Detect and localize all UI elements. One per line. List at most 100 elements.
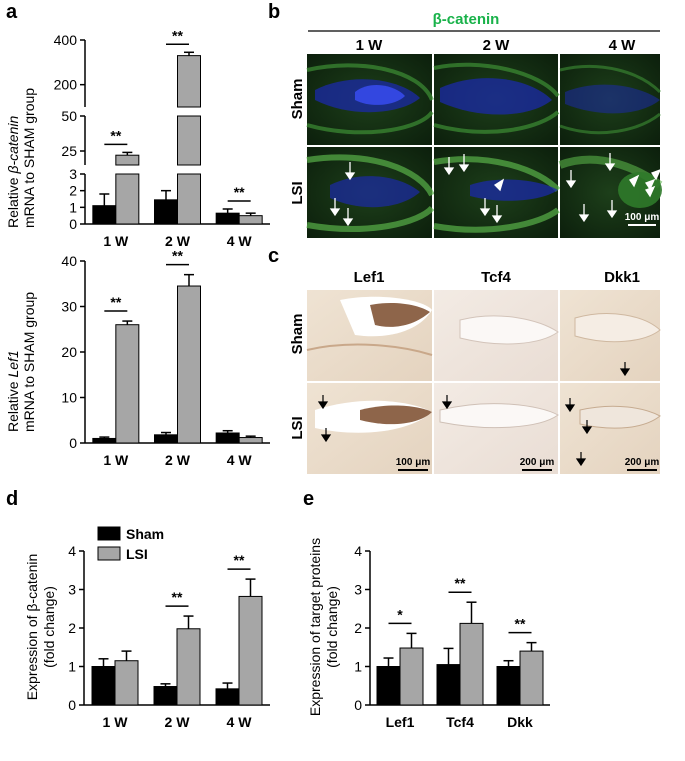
bar (238, 215, 263, 225)
chart-e: 4 3 2 1 0 Lef1 * Tcf4 ** Dkk ** (354, 543, 550, 730)
arrow-icon (604, 153, 616, 172)
y-tick-label: 2 (354, 620, 362, 636)
arrow-icon (458, 154, 470, 173)
y-tick-label: 40 (61, 253, 77, 269)
y-tick-label: 30 (61, 299, 77, 315)
panel-b-arrows (329, 153, 662, 227)
x-tick-label: 2 W (165, 714, 191, 730)
significance-label: * (397, 606, 403, 622)
arrow-icon (344, 162, 356, 181)
x-tick-label: Tcf4 (446, 714, 474, 730)
significance-label: ** (172, 589, 183, 605)
bar (154, 434, 178, 444)
x-tick-label: 2 W (165, 233, 191, 249)
d-ylabel-line1: Expression of β-catenin (24, 554, 40, 701)
d-ylabel-line2: (fold change) (41, 586, 57, 668)
y-tick-label: 10 (61, 390, 77, 406)
bar (177, 173, 201, 225)
y-tick-label: 0 (354, 697, 362, 713)
bar (115, 154, 140, 166)
y-tick-label: 400 (54, 32, 78, 48)
arrow-icon (575, 452, 587, 467)
y-tick-label: 3 (354, 582, 362, 598)
panel-c-row-lsi: LSI (289, 416, 306, 439)
bar (92, 437, 117, 444)
arrow-icon (491, 205, 503, 224)
arrow-icon (578, 204, 590, 223)
panel-letter-b: b (268, 1, 280, 23)
panel-b-row-sham: Sham (289, 79, 306, 120)
panel-b-micrographs: β-catenin 1 W 2 W 4 W Sham LSI (289, 11, 663, 238)
bar (92, 205, 117, 225)
significance-label: ** (515, 616, 526, 632)
y-tick-label: 20 (61, 344, 77, 360)
arrow-icon (443, 157, 455, 176)
panel-c-micrographs: Lef1 Tcf4 Dkk1 Sham LSI 100 μm (289, 269, 661, 474)
panel-letter-d: d (6, 488, 18, 510)
panel-b-scale-label: 100 μm (625, 212, 660, 223)
arrow-icon (342, 208, 354, 227)
y-tick-label: 3 (68, 582, 76, 598)
panel-c-scale-bar-3 (627, 469, 657, 471)
arrowhead-icon (651, 168, 662, 181)
panel-c-scale-bar-1 (398, 469, 428, 471)
bar (215, 212, 240, 225)
arrow-icon (565, 170, 577, 189)
significance-label: ** (172, 248, 183, 264)
x-tick-label: 4 W (227, 714, 253, 730)
if-tile-lsi-2w (433, 147, 561, 238)
panel-c-scale-label-1: 100 μm (396, 457, 431, 468)
ihc-tile-sham-lef1 (306, 290, 433, 381)
legend-swatch-lsi (97, 546, 121, 561)
e-ylabel-line1: Expression of target proteins (307, 538, 323, 716)
arrow-icon (329, 198, 341, 217)
significance-label: ** (110, 294, 121, 310)
y-tick-label: 0 (69, 216, 77, 232)
ihc-tile-lsi-dkk1: 200 μm (560, 383, 661, 474)
x-tick-label: 4 W (227, 452, 253, 468)
if-tile-sham-2w (433, 54, 560, 145)
a-bottom-ylabel-line2: mRNA to SHAM group (21, 292, 37, 432)
arrowhead-icon (645, 178, 656, 191)
bar (177, 115, 201, 166)
y-tick-label: 0 (69, 435, 77, 451)
panel-c-scale-bar-2 (522, 469, 552, 471)
panel-b-row-lsi: LSI (289, 181, 306, 204)
arrow-icon (479, 198, 491, 217)
y-tick-label: 4 (68, 543, 76, 559)
panel-b-title: β-catenin (433, 11, 500, 28)
arrow-icon (619, 362, 631, 377)
y-tick-label: 2 (69, 183, 77, 199)
arrowhead-icon (493, 178, 505, 192)
panel-c-scale-label-2: 200 μm (520, 457, 555, 468)
y-tick-label: 1 (68, 659, 76, 675)
if-tile-lsi-1w (306, 147, 435, 238)
bar (519, 650, 544, 706)
x-tick-label: Dkk (507, 714, 533, 730)
bar (177, 285, 201, 444)
y-tick-label: 1 (354, 659, 362, 675)
legend-label-lsi: LSI (126, 546, 148, 562)
e-ylabel-line2: (fold change) (324, 586, 340, 668)
significance-label: ** (234, 552, 245, 568)
a-top-ylabel-gene: β-catenin (5, 116, 21, 175)
bar (459, 622, 484, 706)
y-tick-label: 1 (69, 199, 77, 215)
panel-c-col-tcf4: Tcf4 (481, 269, 511, 286)
legend: Sham LSI (97, 526, 164, 562)
y-tick-label: 4 (354, 543, 362, 559)
bar (215, 432, 240, 444)
bar (215, 688, 240, 706)
y-tick-label: 25 (61, 143, 77, 159)
a-bottom-ylabel: Relative Lef1 (5, 350, 21, 432)
bar (436, 664, 461, 706)
x-tick-label: 2 W (165, 452, 191, 468)
ihc-tile-lsi-lef1: 100 μm (307, 383, 432, 474)
panel-b-scale-bar (628, 224, 656, 226)
y-tick-label: 3 (69, 166, 77, 182)
x-tick-label: 1 W (103, 452, 129, 468)
bar (177, 55, 201, 108)
bar (399, 647, 424, 706)
